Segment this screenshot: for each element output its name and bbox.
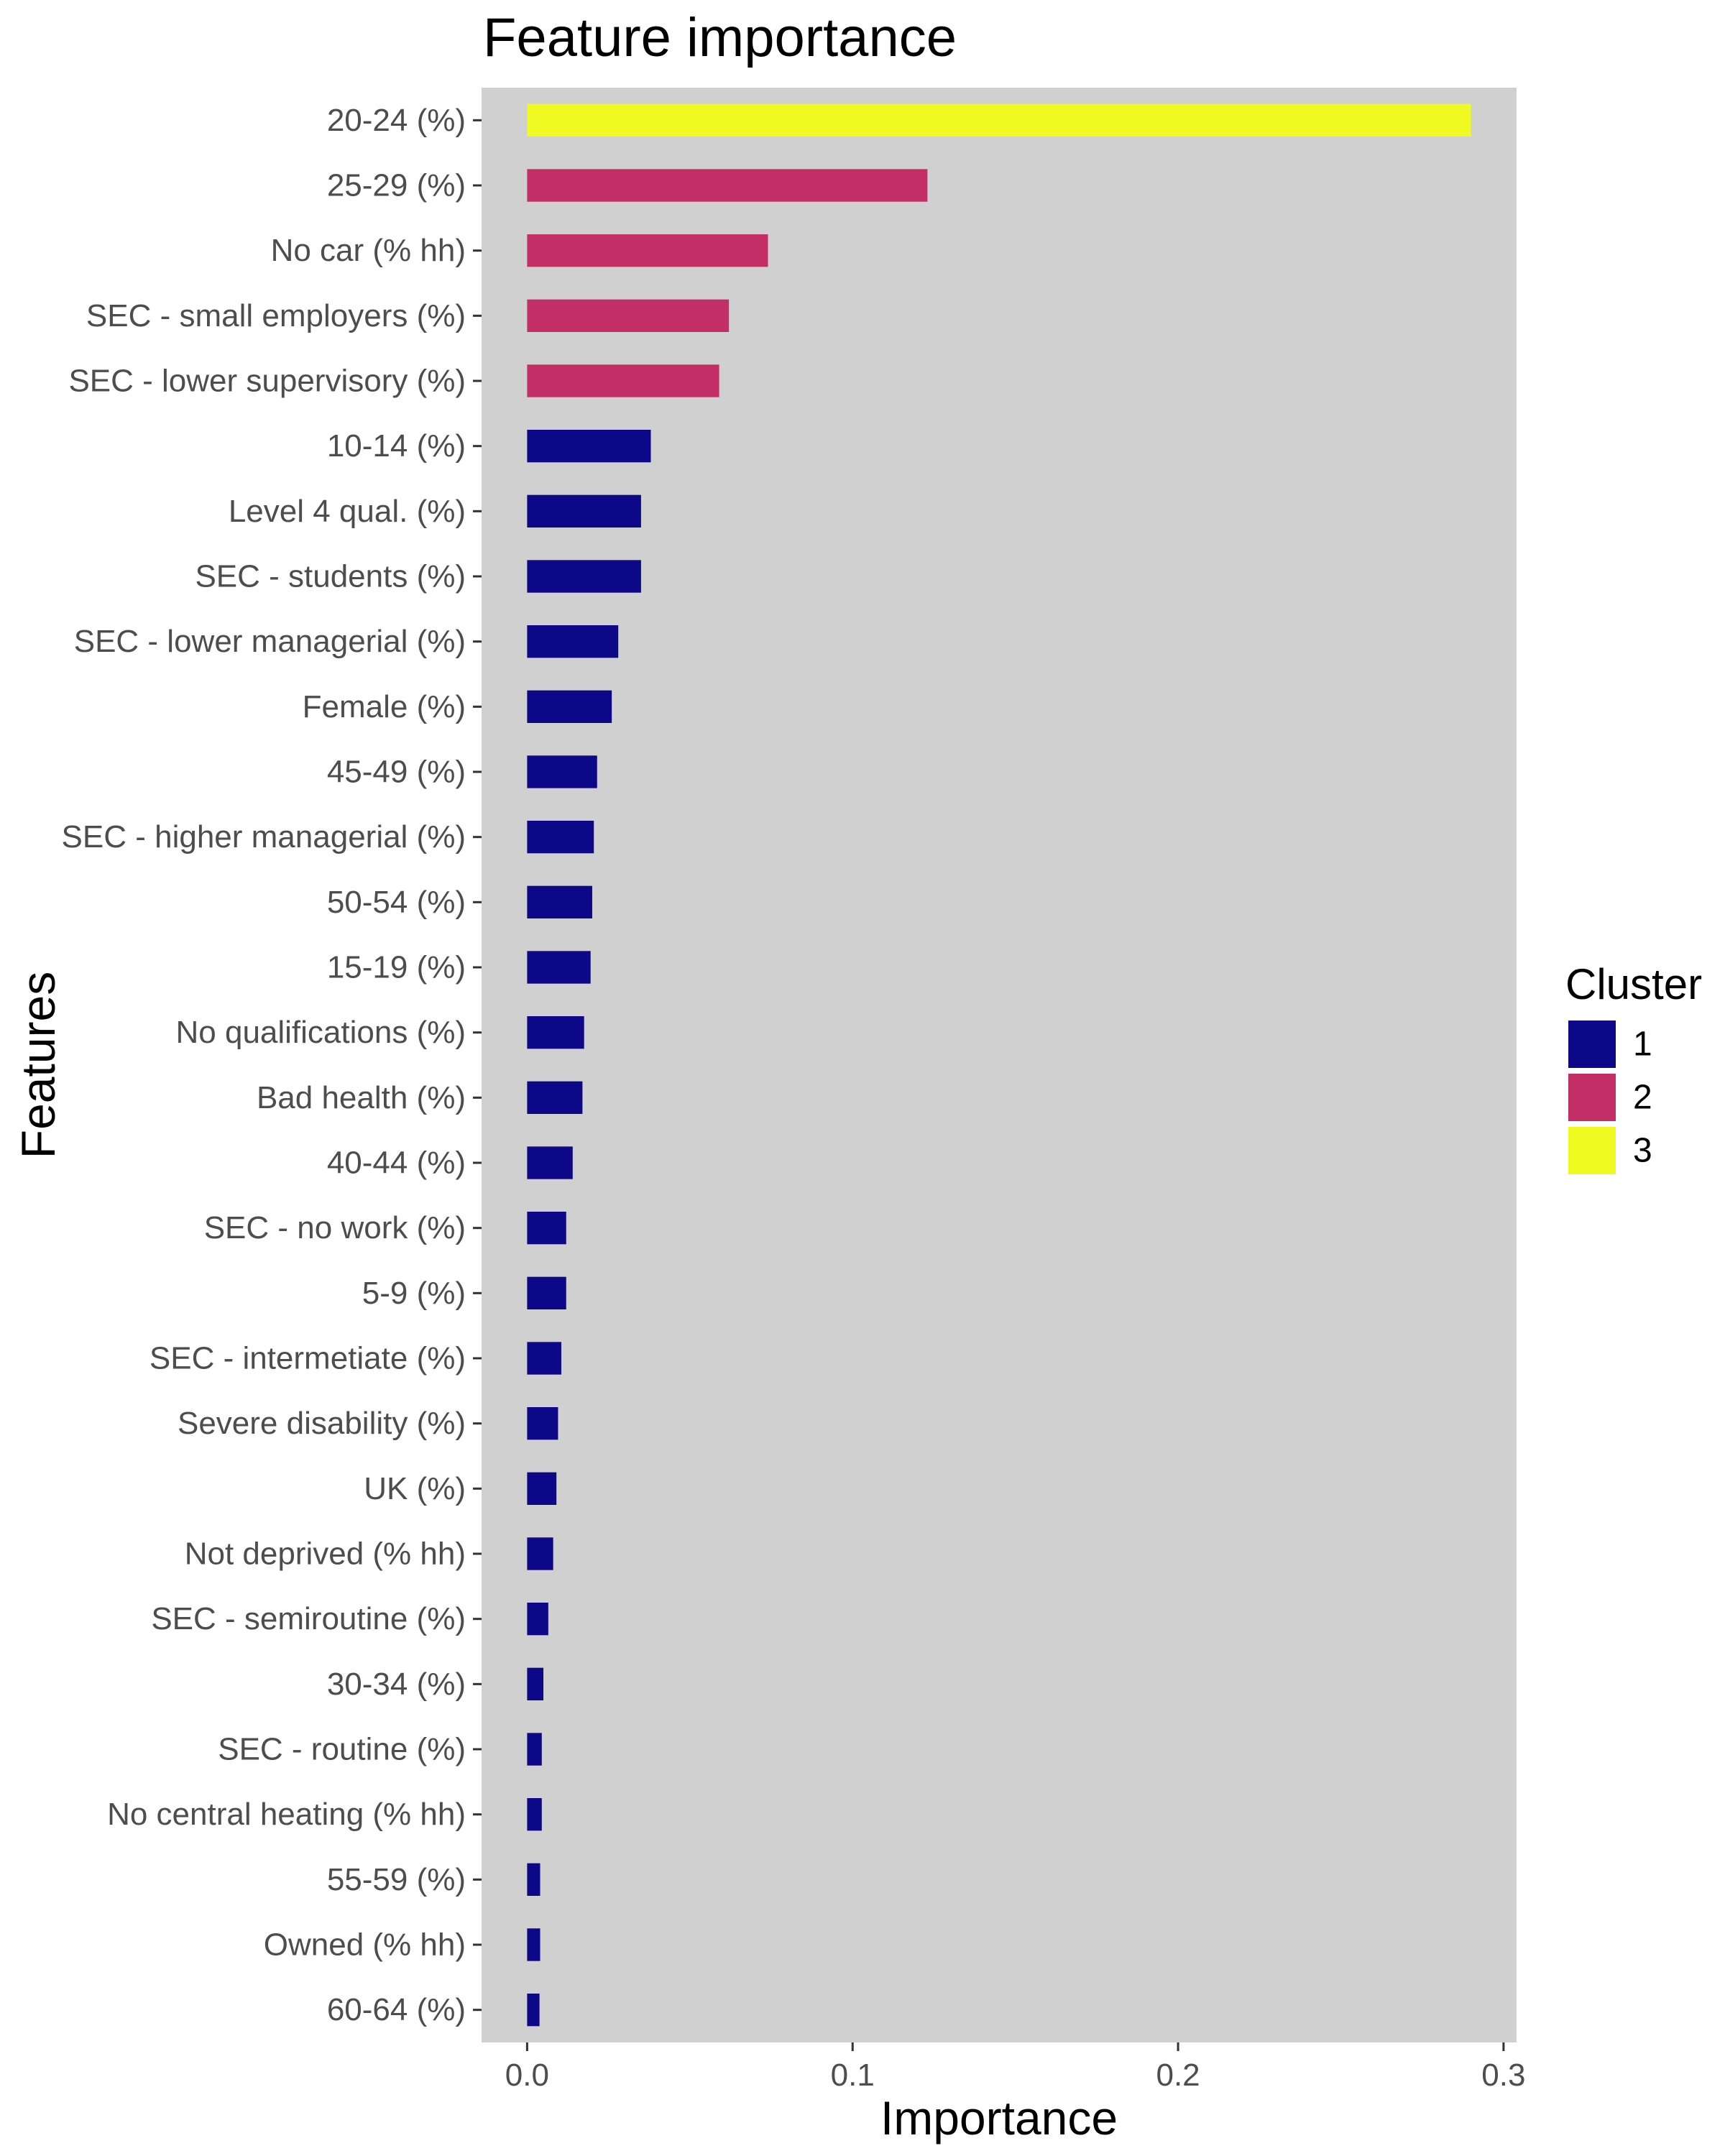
bar-30: [527, 1994, 540, 2027]
y-tick-label: 40-44 (%): [327, 1146, 466, 1181]
legend: Cluster 1 2 3: [1565, 960, 1702, 1174]
bar-10: [527, 690, 612, 723]
bar-23: [527, 1537, 553, 1570]
x-axis-title: Importance: [880, 2091, 1118, 2145]
y-tick-label: 50-54 (%): [327, 885, 466, 920]
bar-9: [527, 625, 619, 658]
bar-16: [527, 1081, 583, 1114]
y-tick-label: SEC - small employers (%): [86, 298, 466, 333]
y-tick-label: SEC - lower supervisory (%): [68, 364, 466, 399]
legend-title: Cluster: [1565, 960, 1702, 1008]
legend-key-3: [1568, 1127, 1616, 1174]
legend-key-1: [1568, 1021, 1616, 1068]
bar-28: [527, 1863, 540, 1896]
y-axis: 20-24 (%) 25-29 (%) No car (% hh) SEC - sma…: [62, 103, 482, 2027]
bar-7: [527, 494, 641, 528]
y-tick-label: Female (%): [303, 689, 466, 724]
bar-3: [527, 234, 768, 267]
x-tick-label: 0.0: [505, 2058, 549, 2093]
legend-label-1: 1: [1633, 1026, 1652, 1064]
y-tick-label: SEC - semiroutine (%): [151, 1601, 466, 1636]
bar-4: [527, 299, 730, 332]
y-tick-label: SEC - students (%): [195, 559, 466, 594]
bar-5: [527, 364, 719, 397]
bar-25: [527, 1667, 544, 1700]
x-axis: 0.0 0.1 0.2 0.3: [505, 2042, 1525, 2093]
y-tick-label: 5-9 (%): [362, 1276, 466, 1311]
bar-27: [527, 1798, 542, 1831]
x-tick-label: 0.3: [1481, 2058, 1525, 2093]
bar-21: [527, 1407, 558, 1440]
bar-20: [527, 1342, 561, 1375]
y-tick-label: 25-29 (%): [327, 168, 466, 203]
y-tick-label: Level 4 qual. (%): [229, 494, 466, 529]
y-tick-label: UK (%): [364, 1471, 466, 1506]
bar-17: [527, 1146, 573, 1179]
x-tick-label: 0.2: [1156, 2058, 1200, 2093]
bar-15: [527, 1016, 584, 1049]
bar-12: [527, 821, 594, 854]
bar-8: [527, 560, 641, 593]
bar-2: [527, 169, 928, 202]
y-tick-label: Not deprived (% hh): [185, 1537, 466, 1572]
y-tick-label: SEC - intermetiate (%): [150, 1341, 466, 1376]
x-tick-label: 0.1: [831, 2058, 875, 2093]
y-tick-label: No central heating (% hh): [107, 1797, 466, 1832]
y-tick-label: SEC - no work (%): [204, 1210, 466, 1245]
bar-14: [527, 951, 591, 984]
y-tick-label: 15-19 (%): [327, 950, 466, 985]
y-tick-label: 60-64 (%): [327, 1992, 466, 2027]
y-axis-title: Features: [12, 972, 65, 1158]
y-tick-label: SEC - lower managerial (%): [74, 624, 466, 659]
y-tick-label: No car (% hh): [271, 233, 466, 268]
y-tick-label: 30-34 (%): [327, 1667, 466, 1702]
y-tick-label: Owned (% hh): [264, 1927, 466, 1963]
y-tick-label: 45-49 (%): [327, 755, 466, 790]
bar-19: [527, 1276, 566, 1309]
bar-11: [527, 755, 597, 788]
legend-key-2: [1568, 1074, 1616, 1121]
legend-entries: 1 2 3: [1568, 1021, 1652, 1174]
bar-1: [527, 103, 1471, 137]
y-tick-label: 20-24 (%): [327, 103, 466, 138]
legend-label-2: 2: [1633, 1079, 1652, 1117]
bar-24: [527, 1603, 548, 1636]
bars-layer: [527, 103, 1471, 2027]
chart-title: Feature importance: [483, 7, 957, 68]
y-tick-label: 10-14 (%): [327, 428, 466, 464]
y-tick-label: 55-59 (%): [327, 1862, 466, 1897]
y-tick-label: No qualifications (%): [176, 1015, 466, 1050]
bar-29: [527, 1928, 540, 1961]
y-tick-label: Bad health (%): [257, 1080, 466, 1115]
bar-6: [527, 430, 651, 463]
plot-panel: [482, 88, 1517, 2042]
bar-26: [527, 1733, 542, 1766]
legend-label-3: 3: [1633, 1132, 1652, 1170]
y-tick-label: SEC - higher managerial (%): [62, 819, 466, 854]
bar-13: [527, 885, 592, 918]
y-tick-label: SEC - routine (%): [218, 1732, 466, 1767]
bar-18: [527, 1212, 566, 1245]
bar-22: [527, 1472, 557, 1505]
y-tick-label: Severe disability (%): [178, 1406, 466, 1441]
